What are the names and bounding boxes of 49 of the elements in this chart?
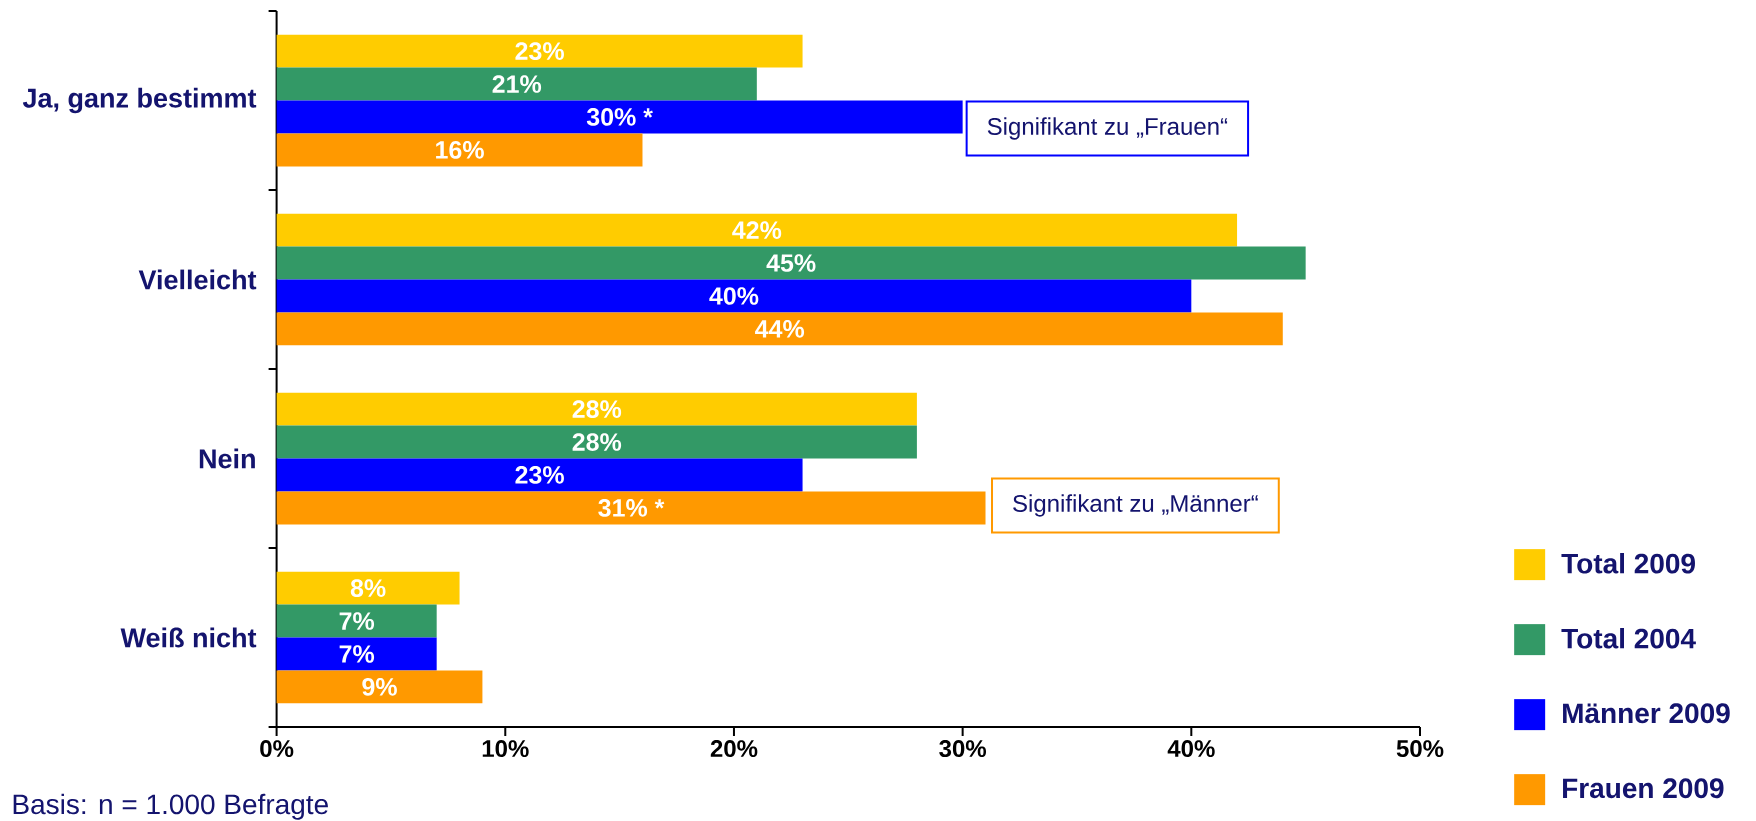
- annotation: Signifikant zu „Männer“: [1013, 494, 1258, 517]
- data-label: 9%: [362, 678, 397, 696]
- data-label: 45%: [766, 254, 816, 272]
- data-label: 30% *: [586, 108, 653, 126]
- x-tick-label: 20%: [710, 740, 758, 758]
- bar: [276, 637, 437, 671]
- data-label: 23%: [515, 42, 564, 60]
- text: Basis: n = 1.000 Befragte: [13, 793, 328, 820]
- bar: [276, 425, 917, 459]
- bar: [276, 34, 803, 68]
- legend-label: Total 2004: [1561, 627, 1696, 649]
- x-tick-label: 30%: [939, 740, 987, 758]
- data-label: 8%: [350, 579, 386, 597]
- bar: [276, 246, 1306, 280]
- bar: [276, 571, 460, 605]
- x-tick-label: 10%: [482, 740, 529, 758]
- bar: [276, 67, 757, 101]
- x-tick-label: 50%: [1396, 740, 1444, 758]
- bar: [276, 213, 1238, 247]
- bar: [276, 133, 643, 167]
- y-tick-label: Vielleicht: [138, 269, 257, 290]
- bar: [276, 491, 986, 525]
- data-label: 16%: [436, 141, 484, 159]
- bar: [276, 604, 437, 638]
- bar: [276, 670, 483, 704]
- y-tick-label: Nein: [199, 448, 255, 469]
- y-tick-label: Ja, ganz bestimmt: [22, 87, 257, 114]
- data-label: 44%: [755, 320, 805, 338]
- data-label: 23%: [515, 466, 564, 484]
- data-label: 21%: [492, 75, 542, 93]
- data-label: 7%: [339, 645, 375, 663]
- y-tick-label: Weiß nicht: [120, 627, 257, 648]
- data-label: 40%: [709, 287, 759, 305]
- bar: [276, 279, 1192, 313]
- data-label: 42%: [732, 221, 782, 239]
- data-label: 31% *: [598, 499, 665, 517]
- bar: [276, 392, 917, 426]
- legend-label: Frauen 2009: [1563, 778, 1724, 799]
- x-tick-label: 0%: [260, 740, 294, 758]
- bar: [276, 458, 803, 492]
- bar: [276, 100, 963, 134]
- data-label: 7%: [339, 612, 375, 630]
- legend-label: Männer 2009: [1563, 703, 1730, 724]
- legend-label: Total 2009: [1561, 552, 1695, 574]
- x-tick-label: 40%: [1167, 740, 1215, 758]
- bar: [276, 312, 1283, 346]
- data-label: 28%: [572, 400, 622, 418]
- annotation: Signifikant zu „Frauen“: [987, 117, 1228, 140]
- data-label: 28%: [572, 433, 622, 451]
